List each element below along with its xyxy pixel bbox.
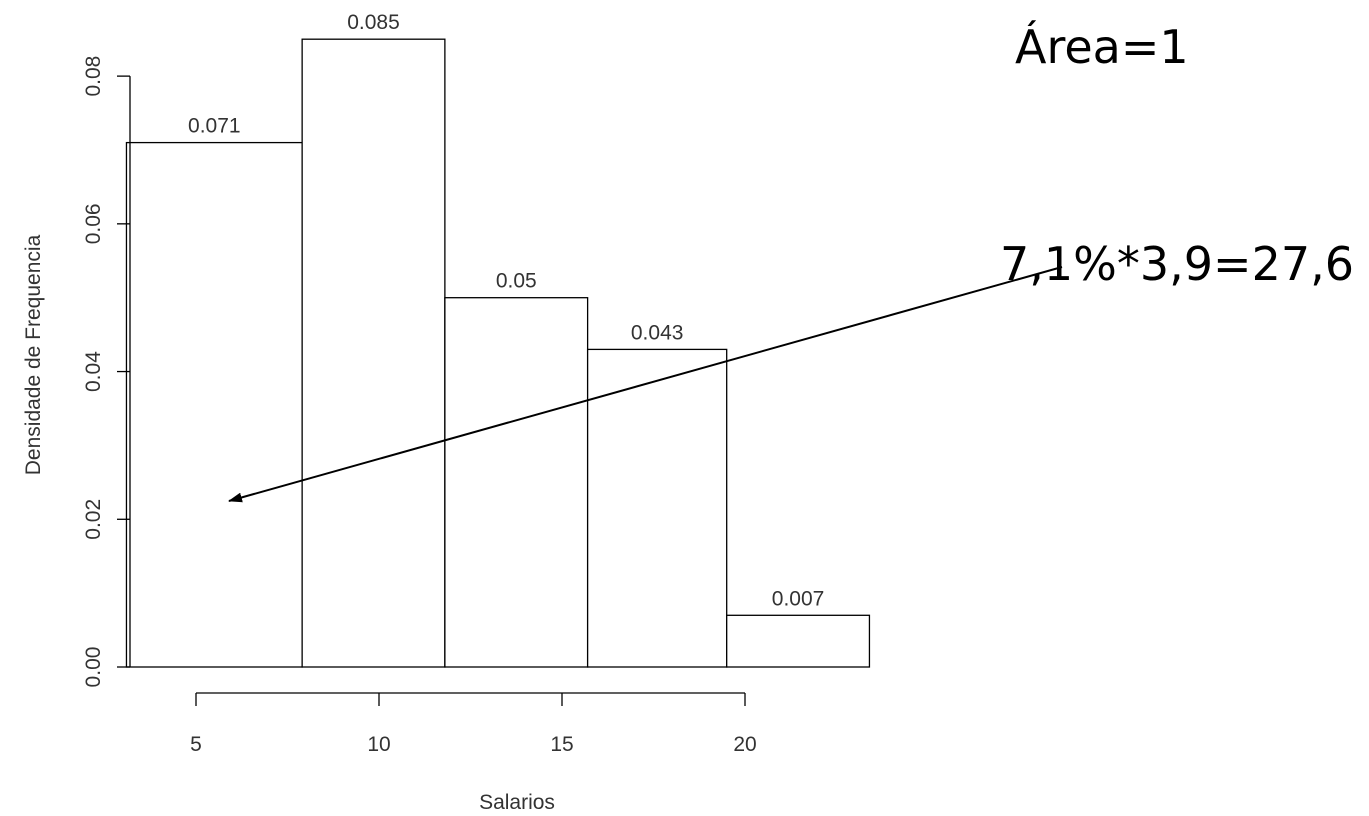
y-tick-label: 0.00 <box>82 647 105 688</box>
x-tick-label: 10 <box>367 733 390 756</box>
bar-value-labels: 0.071 0.085 0.05 0.043 0.007 <box>188 11 824 610</box>
bar-value-label: 0.071 <box>188 115 241 138</box>
y-tick-label: 0.08 <box>82 56 105 97</box>
bar-value-label: 0.085 <box>347 11 400 34</box>
histogram-bar <box>586 348 728 668</box>
y-tick-label: 0.02 <box>82 499 105 540</box>
histogram-bar <box>444 297 589 668</box>
annotation-arrow <box>228 266 1063 503</box>
histogram-bar <box>726 614 871 668</box>
bar-value-label: 0.05 <box>496 270 537 293</box>
y-tick-label: 0.04 <box>82 351 105 392</box>
y-tick-label: 0.06 <box>82 203 105 244</box>
x-tick-label: 15 <box>550 733 573 756</box>
y-axis-title: Densidade de Frequencia <box>22 234 45 475</box>
x-tick-label: 5 <box>190 733 202 756</box>
x-axis: 5 10 15 20 <box>190 692 757 756</box>
bar-value-label: 0.043 <box>631 321 684 344</box>
y-axis: 0.00 0.02 0.04 0.06 0.08 <box>82 56 131 688</box>
x-tick-label: 20 <box>733 733 756 756</box>
x-axis-title: Salarios <box>479 791 555 814</box>
area-annotation: Área=1 <box>1015 20 1189 74</box>
histogram-bars <box>125 38 871 668</box>
bar-value-label: 0.007 <box>772 587 825 610</box>
histogram-bar <box>301 38 446 668</box>
calculation-annotation: 7,1%*3,9=27,6 <box>1000 237 1354 291</box>
histogram-bar <box>125 141 303 668</box>
